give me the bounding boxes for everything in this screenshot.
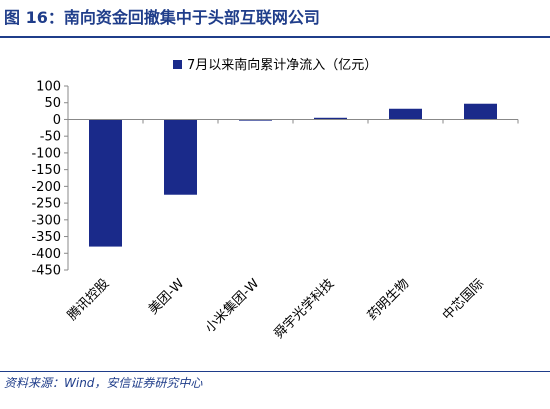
y-tick-label: -100 <box>31 146 61 161</box>
figure-title-text: 图 16：南向资金回撤集中于头部互联网公司 <box>4 8 320 27</box>
x-category-label: 美团-W <box>146 276 188 318</box>
y-tick-label: -450 <box>31 264 61 279</box>
y-tick-label: -300 <box>31 213 61 228</box>
y-tick-label: -50 <box>40 130 61 145</box>
bar <box>314 117 347 120</box>
title-divider <box>0 36 550 38</box>
bar <box>164 119 197 195</box>
bar <box>239 119 272 121</box>
x-axis: 腾讯控股 美团-W 小米集团-W 舜宇光学科技 药明生物 中芯国际 <box>64 118 519 342</box>
chart-legend: 7月以来南向累计净流入（亿元） <box>173 57 377 73</box>
y-tick-label: 100 <box>36 80 61 95</box>
y-tick-label: -350 <box>31 230 61 245</box>
source-note: 资料来源：Wind，安信证券研究中心 <box>4 376 203 390</box>
x-category-label: 小米集团-W <box>202 275 263 336</box>
y-tick-label: -400 <box>31 247 61 262</box>
bar <box>389 108 422 120</box>
legend-label: 7月以来南向累计净流入（亿元） <box>187 57 377 73</box>
x-category-label: 药明生物 <box>365 276 412 323</box>
legend-swatch <box>173 60 182 69</box>
x-category-label: 腾讯控股 <box>64 276 112 324</box>
footer-divider <box>0 371 550 372</box>
y-tick-label: -200 <box>31 180 61 195</box>
bar <box>464 103 497 120</box>
x-category-label: 舜宇光学科技 <box>271 276 337 342</box>
x-category-label: 中芯国际 <box>440 276 487 323</box>
y-tick-label: 50 <box>44 96 61 111</box>
y-tick-label: 0 <box>53 113 61 128</box>
bar <box>89 119 122 247</box>
y-tick-label: -150 <box>31 163 61 178</box>
figure-title: 图 16：南向资金回撤集中于头部互联网公司 <box>0 0 550 36</box>
y-tick-label: -250 <box>31 197 61 212</box>
bar-group <box>89 103 497 247</box>
